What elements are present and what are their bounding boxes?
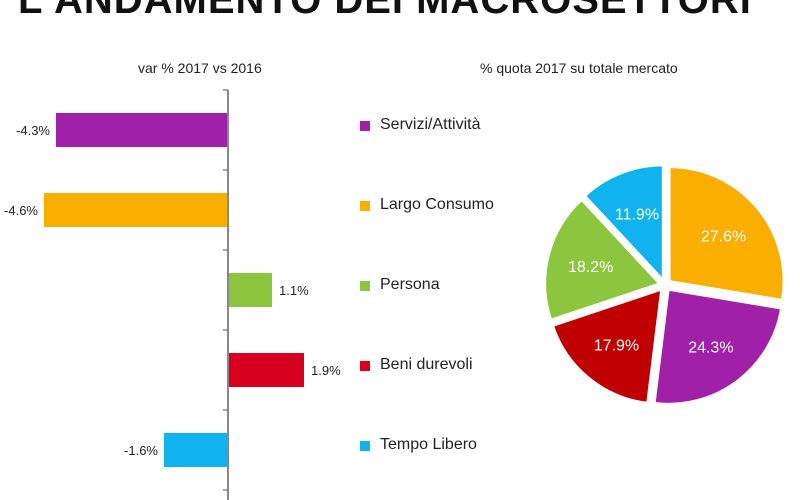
bar-value-label: 1.9%: [311, 363, 341, 378]
bar-value-label: -4.3%: [16, 123, 50, 138]
bar: [164, 433, 228, 467]
legend-label-tempo-libero: Tempo Libero: [380, 436, 477, 453]
pie-slice: [544, 198, 661, 321]
bar: [56, 113, 228, 147]
pie-slice: [668, 166, 785, 302]
page-title: L'ANDAMENTO DEI MACROSETTORI: [18, 0, 752, 22]
legend-swatch-servizi: [360, 121, 370, 131]
pie-slice: [551, 288, 663, 404]
bar-chart-title: var % 2017 vs 2016: [138, 60, 262, 76]
legend-swatch-largo-consumo: [360, 201, 370, 211]
bar: [228, 353, 304, 387]
pie-slice: [653, 288, 783, 405]
legend-label-largo-consumo: Largo Consumo: [380, 196, 494, 213]
legend-label-servizi: Servizi/Attività: [380, 116, 481, 133]
legend-swatch-tempo-libero: [360, 441, 370, 451]
legend-label-beni-durevoli: Beni durevoli: [380, 356, 473, 373]
bar-value-label: -1.6%: [124, 443, 158, 458]
bar-value-label: -4.6%: [4, 203, 38, 218]
pie-slice-label: 24.3%: [688, 339, 733, 356]
pie-slice-label: 17.9%: [594, 337, 639, 354]
pie-chart-title: % quota 2017 su totale mercato: [480, 60, 678, 76]
bar: [228, 273, 272, 307]
bar-value-label: 1.1%: [279, 283, 309, 298]
bar: [44, 193, 228, 227]
pie-slice: [583, 164, 664, 282]
pie-slice-label: 11.9%: [615, 207, 659, 224]
pie-slice-label: 18.2%: [568, 259, 613, 276]
legend-swatch-beni-durevoli: [360, 361, 370, 371]
legend-swatch-persona: [360, 281, 370, 291]
legend-label-persona: Persona: [380, 276, 440, 293]
pie-slice-label: 27.6%: [701, 228, 746, 245]
